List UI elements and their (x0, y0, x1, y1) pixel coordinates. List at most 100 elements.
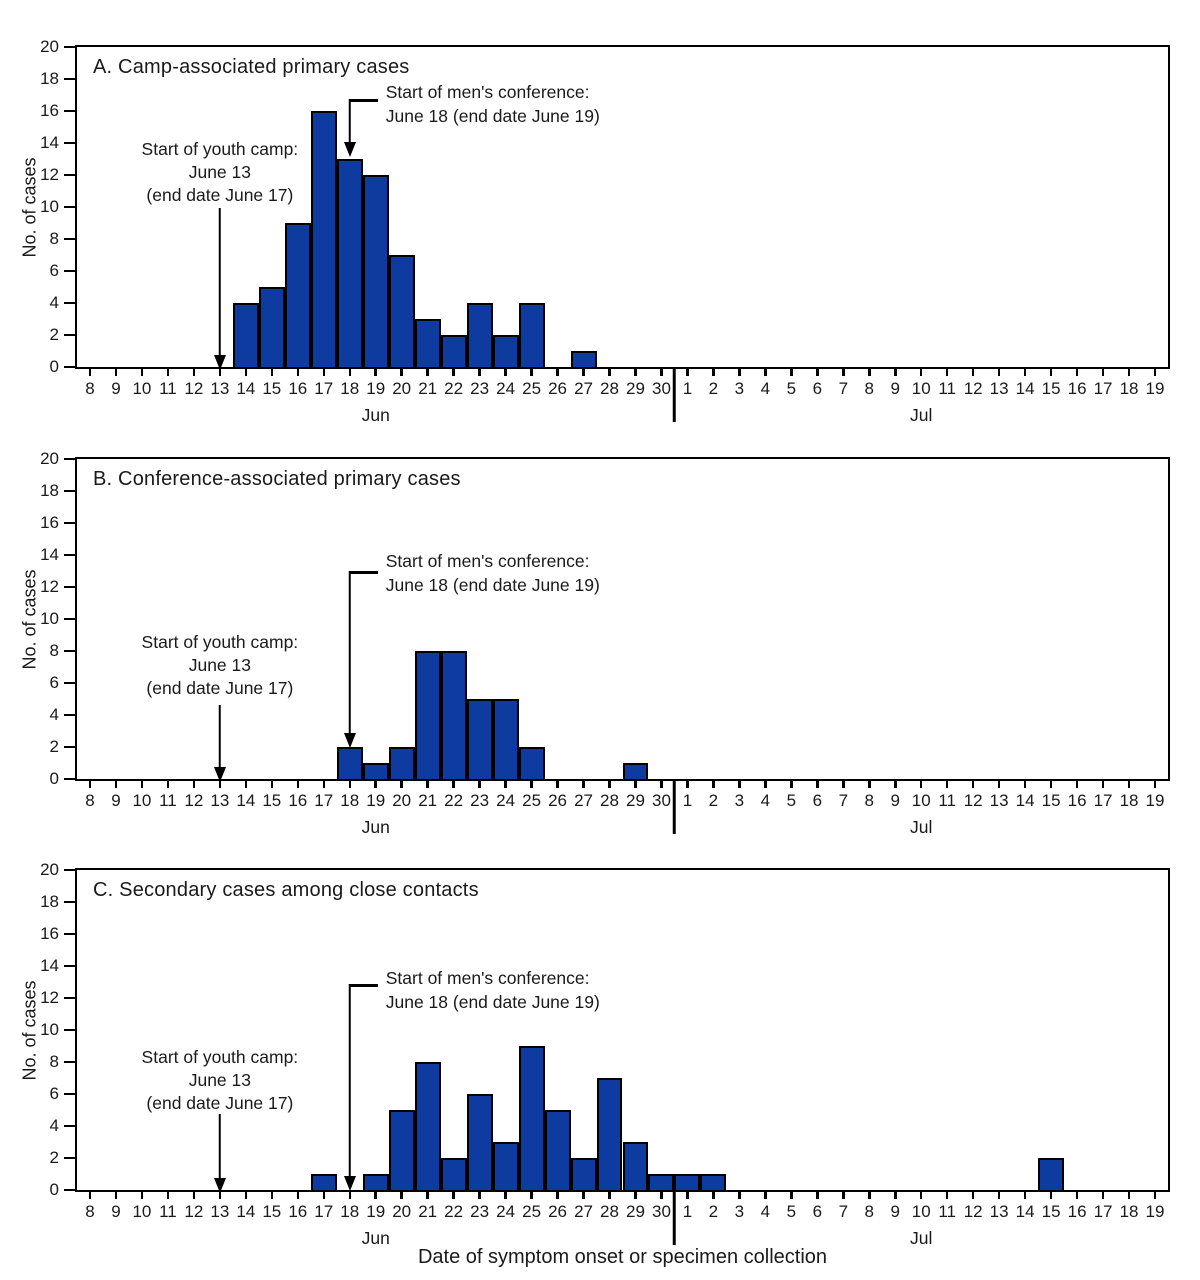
y-tick (64, 237, 75, 241)
bar-jun-23 (466, 699, 493, 779)
x-tick (192, 1190, 196, 1199)
x-tick (634, 1190, 637, 1199)
x-tick (712, 779, 715, 788)
bar-jun-17 (310, 111, 337, 367)
y-tick-label: 16 (40, 513, 59, 532)
x-tick (816, 779, 819, 788)
bar-jun-22 (440, 1158, 467, 1190)
y-tick (64, 173, 75, 177)
annotation-mens-conference-arrowhead (343, 142, 356, 158)
x-tick-label: 11 (938, 379, 957, 398)
x-tick-label: 21 (418, 1202, 438, 1221)
x-tick-label: 16 (288, 379, 308, 398)
x-tick-label: 23 (470, 791, 490, 810)
annotation-youth-camp-arrowhead (213, 767, 226, 782)
x-tick-label: 14 (1015, 791, 1035, 810)
x-tick (608, 367, 611, 376)
x-tick (270, 779, 274, 788)
x-tick-label: 4 (760, 791, 771, 810)
y-tick-label: 20 (40, 449, 59, 468)
y-tick-label: 12 (40, 988, 59, 1007)
x-tick-label: 10 (911, 791, 931, 810)
x-tick (166, 1190, 170, 1199)
x-tick (426, 1190, 429, 1199)
bar-jun-24 (492, 335, 519, 367)
x-tick (712, 367, 715, 376)
x-tick-label: 9 (890, 791, 900, 810)
x-tick (400, 1190, 403, 1199)
x-tick-label: 14 (236, 379, 256, 398)
x-tick-label: 9 (111, 1202, 121, 1221)
y-tick (64, 713, 75, 717)
x-tick (842, 779, 845, 788)
y-tick-label: 14 (40, 133, 59, 152)
x-tick (348, 779, 351, 788)
x-tick (504, 779, 507, 788)
x-tick (582, 367, 585, 376)
x-tick (322, 367, 326, 376)
y-tick (64, 649, 75, 653)
y-tick (64, 1156, 75, 1160)
y-tick (64, 900, 75, 904)
x-tick-label: 3 (734, 1202, 745, 1221)
x-tick-label: 23 (470, 379, 490, 398)
bar-jun-18 (336, 159, 363, 367)
x-tick-label: 20 (392, 791, 412, 810)
x-tick-label: 8 (864, 379, 874, 398)
month-separator (673, 1190, 676, 1245)
x-tick-label: 27 (574, 791, 593, 810)
x-tick (140, 779, 144, 788)
y-tick-label: 0 (49, 1180, 59, 1199)
x-tick-label: 16 (288, 1202, 308, 1221)
bar-jul-1 (674, 1174, 701, 1190)
y-tick-label: 4 (49, 1116, 59, 1135)
y-tick (64, 141, 75, 145)
x-tick-label: 17 (1093, 791, 1113, 810)
y-tick (64, 681, 75, 685)
x-tick (348, 1190, 351, 1199)
x-tick-label: 27 (574, 379, 593, 398)
x-tick (478, 1190, 481, 1199)
bar-jun-22 (440, 651, 467, 779)
x-tick-label: 15 (262, 379, 282, 398)
x-tick (374, 779, 377, 788)
month-separator (673, 779, 676, 834)
x-tick (166, 779, 170, 788)
x-tick-label: 26 (548, 379, 567, 398)
bar-jun-14 (232, 303, 259, 367)
x-tick (426, 779, 429, 788)
x-tick (374, 367, 377, 376)
y-tick-label: 20 (40, 860, 59, 879)
x-tick-label: 13 (989, 791, 1009, 810)
x-tick (218, 779, 222, 788)
bar-jun-21 (414, 651, 441, 779)
x-tick (997, 367, 1001, 376)
x-tick (270, 1190, 274, 1199)
bar-jun-25 (518, 1046, 545, 1190)
x-tick-label: 19 (366, 379, 386, 398)
x-tick (1101, 1190, 1105, 1199)
annotation-mens-conference-text: Start of men's conference: June 18 (end d… (386, 966, 600, 1014)
x-tick-label: 24 (496, 791, 516, 810)
y-tick-label: 8 (49, 229, 59, 248)
bar-jun-27 (570, 351, 597, 367)
x-tick-label: 10 (911, 1202, 931, 1221)
panel-b-plot: B. Conference-associated primary cases No… (20, 449, 1170, 837)
y-tick (64, 301, 75, 305)
x-tick (997, 779, 1001, 788)
x-tick-label: 19 (366, 1202, 386, 1221)
x-tick-label: 19 (366, 791, 386, 810)
x-tick (868, 367, 871, 376)
x-tick (244, 1190, 248, 1199)
bar-jun-25 (518, 747, 545, 779)
x-tick-label: 6 (812, 1202, 823, 1221)
x-tick (114, 779, 118, 788)
x-tick (686, 367, 689, 376)
bar-jul-15 (1038, 1158, 1065, 1190)
y-tick (64, 269, 75, 273)
x-tick-label: 12 (963, 1202, 983, 1221)
y-tick-label: 12 (40, 577, 59, 596)
x-tick-label: 5 (786, 379, 797, 398)
x-tick-label: 13 (210, 791, 230, 810)
